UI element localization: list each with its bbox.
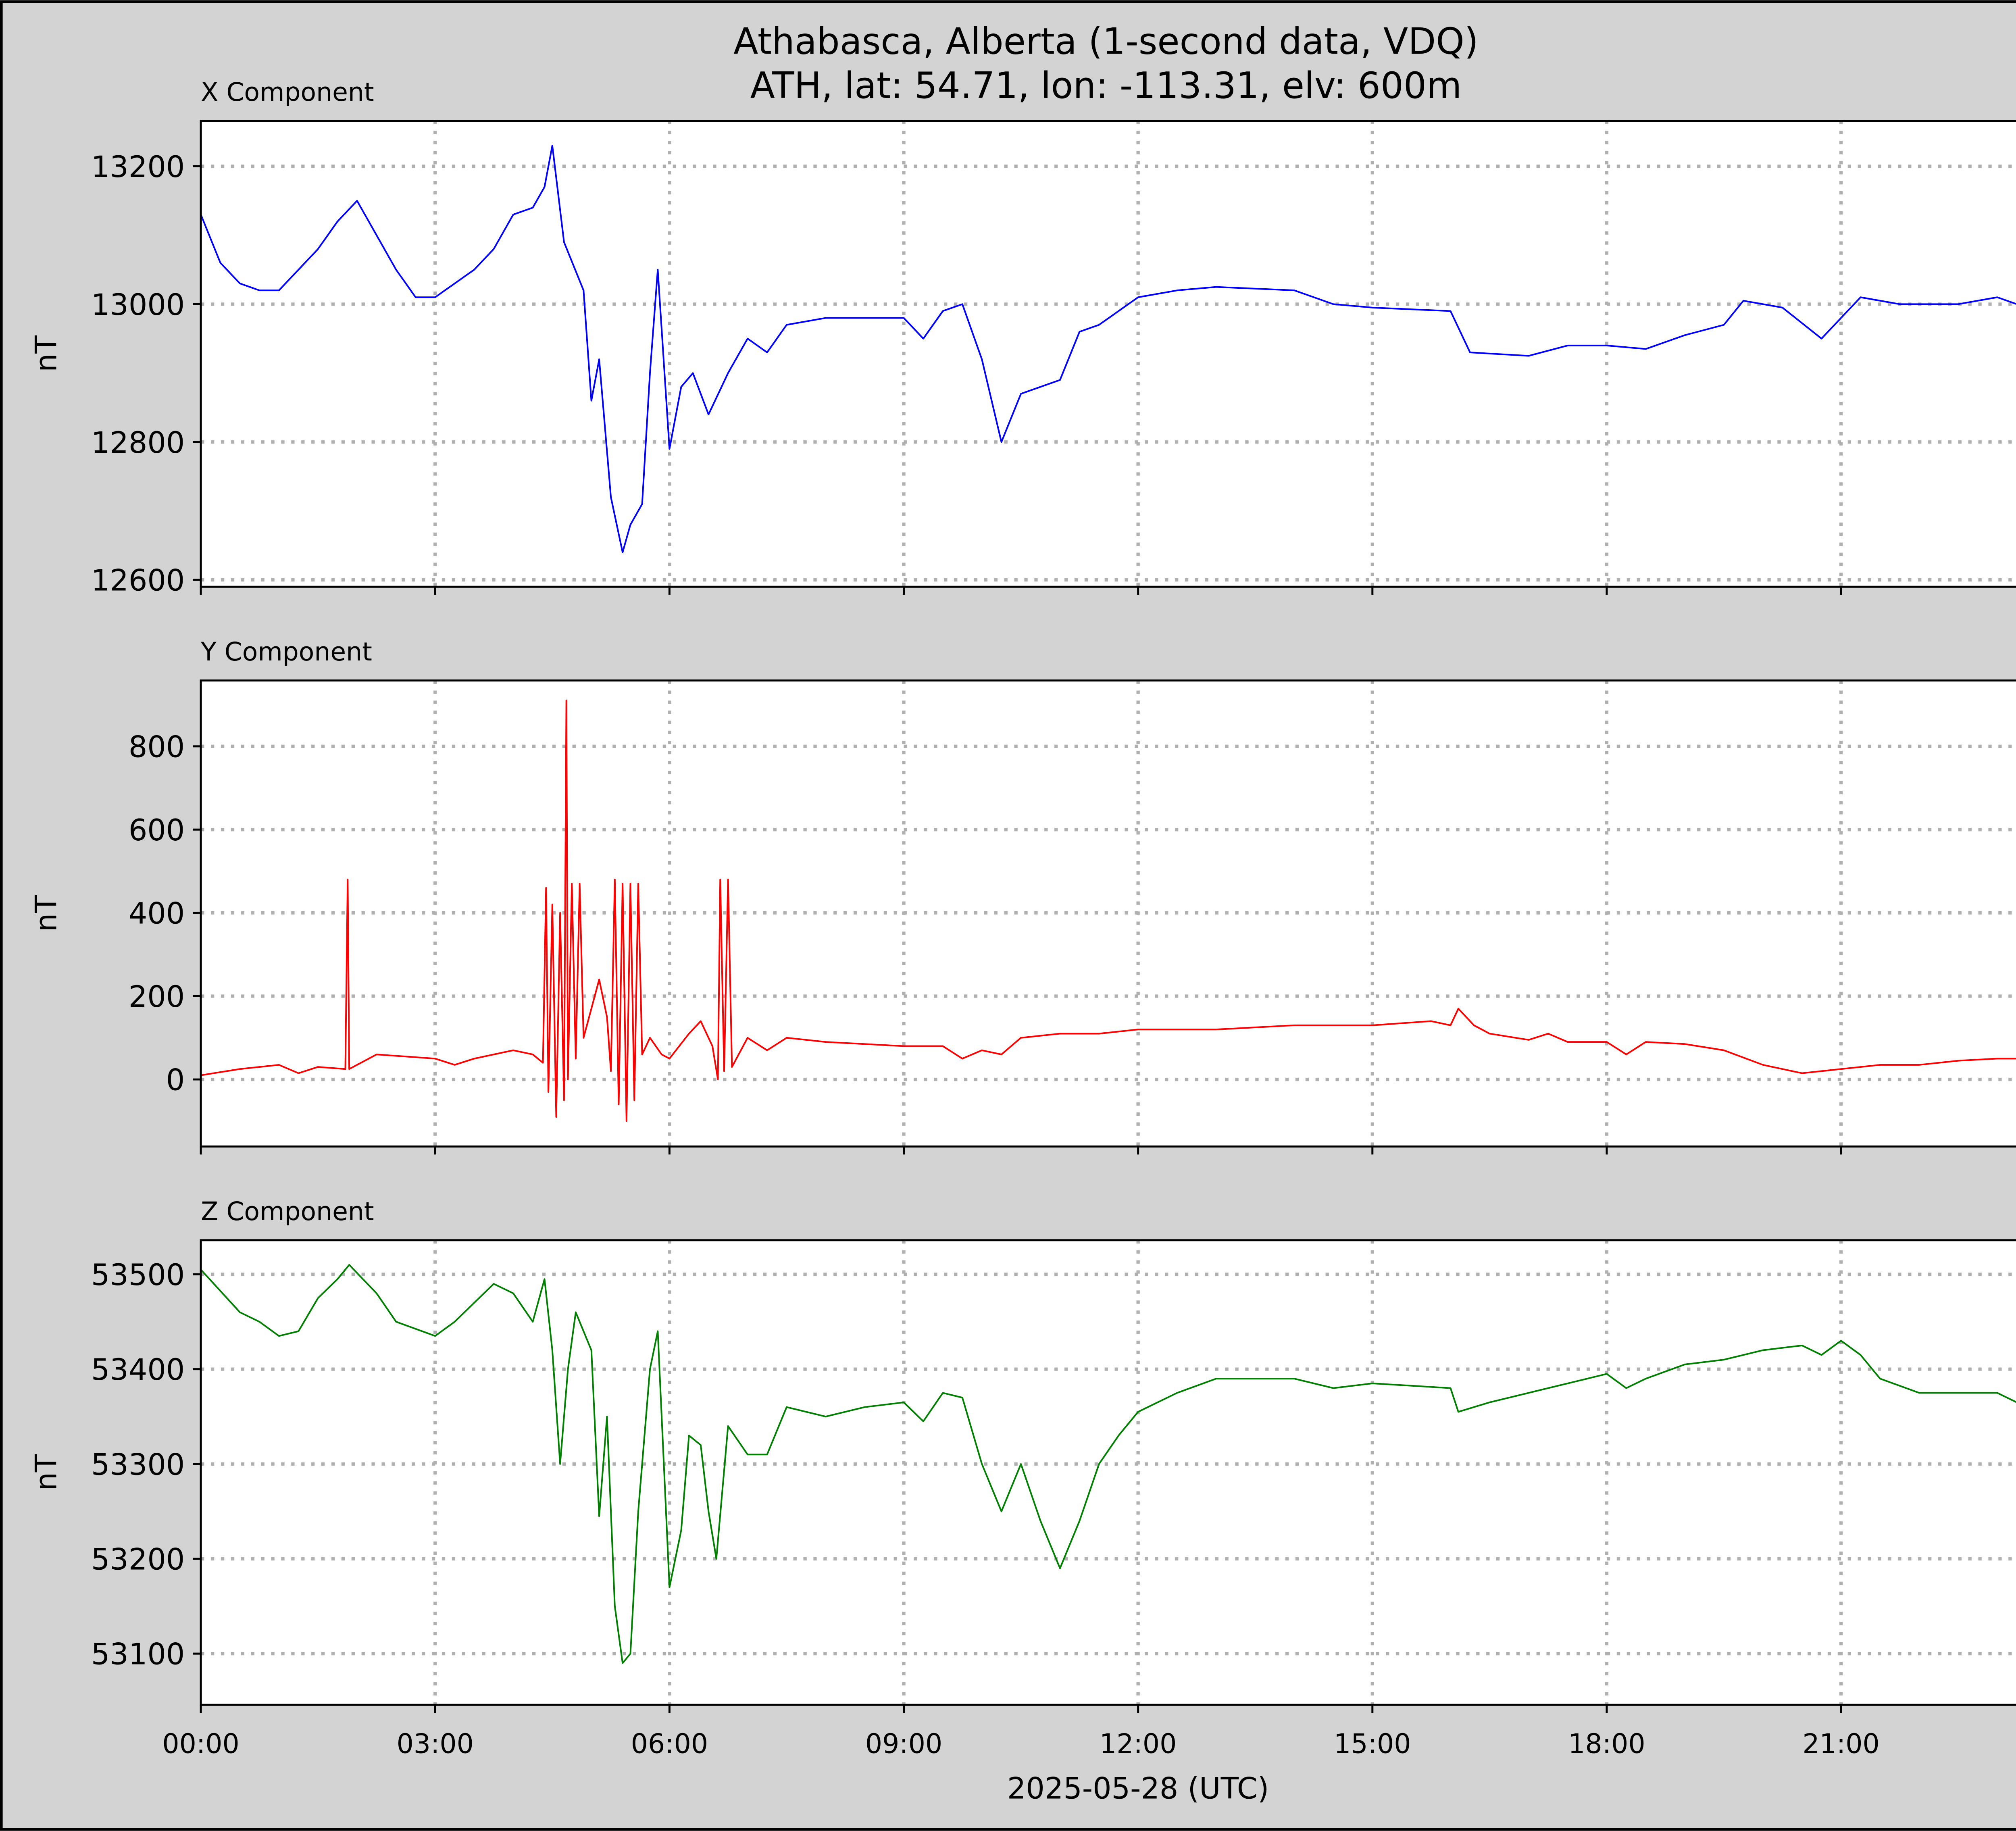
- y-tick-label: 12600: [91, 564, 185, 598]
- x-tick-label: 00:00: [162, 1728, 239, 1760]
- plot-area: [201, 121, 2016, 587]
- x-tick-label: 15:00: [1334, 1728, 1411, 1760]
- data-line: [200, 145, 2016, 553]
- data-line: [200, 700, 2016, 1122]
- y-tick-label: 400: [129, 897, 185, 931]
- y-tick-label: 800: [129, 730, 185, 764]
- figure-subtitle: ATH, lat: 54.71, lon: -113.31, elv: 600m: [750, 65, 1462, 107]
- y-tick-label: 53500: [91, 1258, 185, 1292]
- y-axis-label: nT: [29, 335, 63, 372]
- y-tick-label: 200: [129, 980, 185, 1014]
- plot-frame: [200, 1239, 2016, 1706]
- x-tick-label: 06:00: [631, 1728, 708, 1760]
- plot-frame: [200, 679, 2016, 1148]
- y-tick-label: 53400: [91, 1353, 185, 1387]
- x-tick-label: 21:00: [1802, 1728, 1879, 1760]
- y-tick-label: 13000: [91, 288, 185, 322]
- x-axis-label: 2025-05-28 (UTC): [1007, 1772, 1269, 1806]
- y-axis-label: nT: [29, 895, 63, 932]
- y-axis-label: nT: [29, 1454, 63, 1491]
- plot-frame: [200, 120, 2016, 588]
- plot-area: [201, 1240, 2016, 1705]
- panel-title: Z Component: [201, 1196, 374, 1226]
- panel: Y Component nT 0 200 400 600 800: [29, 637, 2016, 1155]
- y-tick-label: 600: [129, 813, 185, 848]
- x-tick-label: 03:00: [397, 1728, 474, 1760]
- x-tick-label: 09:00: [865, 1728, 942, 1760]
- panel-title: Y Component: [200, 637, 372, 667]
- panel-title: X Component: [201, 77, 374, 107]
- y-tick-label: 53300: [91, 1448, 185, 1482]
- y-tick-label: 0: [166, 1063, 185, 1098]
- panel: Z Component nT 53100 53200 53300 53400 53500 00…: [29, 1196, 2016, 1760]
- panel: X Component nT 12600 12800 13000 13200: [29, 77, 2016, 598]
- y-tick-label: 12800: [91, 426, 185, 460]
- y-tick-label: 53100: [91, 1637, 185, 1672]
- y-tick-label: 13200: [91, 150, 185, 184]
- x-tick-label: 12:00: [1100, 1728, 1177, 1760]
- figure-title: Athabasca, Alberta (1-second data, VDQ): [733, 21, 1479, 63]
- y-tick-label: 53200: [91, 1543, 185, 1577]
- x-tick-label: 18:00: [1568, 1728, 1645, 1760]
- data-line: [200, 1264, 2016, 1664]
